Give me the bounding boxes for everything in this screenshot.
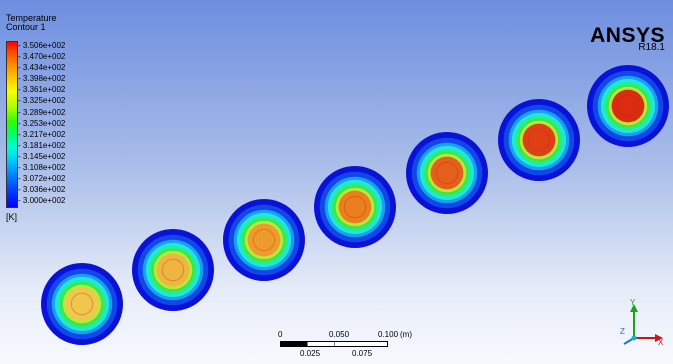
legend-label: 3.036e+002 — [18, 184, 66, 195]
scale-tick-label: 0 — [278, 330, 283, 339]
legend-label: 3.434e+002 — [18, 62, 66, 73]
axis-triad[interactable]: Y X Z — [612, 298, 667, 348]
scale-tick-label: 0.025 — [300, 349, 321, 358]
scale-bar-graphic — [280, 341, 388, 347]
legend-label: 3.108e+002 — [18, 162, 66, 173]
contour-core-inner — [343, 195, 367, 219]
legend-label: 3.506e+002 — [18, 40, 66, 51]
contour-core-inner — [435, 161, 459, 185]
legend-unit: [K] — [6, 212, 18, 222]
contour-disc — [223, 199, 305, 281]
contour-disc — [498, 99, 580, 181]
contour-core-inner — [527, 128, 551, 152]
legend-title: Temperature Contour 1 — [6, 14, 57, 32]
contour-disc — [314, 166, 396, 248]
legend-label: 3.398e+002 — [18, 73, 66, 84]
contour-disc — [406, 132, 488, 214]
contour-core-inner — [616, 94, 640, 118]
legend-labels: 3.506e+002 3.470e+002 3.434e+002 3.398e+… — [18, 40, 66, 206]
ansys-logo: ANSYS — [590, 24, 665, 47]
scale-bar: 0 0.050 0.100 (m) 0.025 0.075 — [274, 330, 412, 360]
legend-label: 3.072e+002 — [18, 173, 66, 184]
legend-contour-name: Contour 1 — [6, 22, 46, 32]
contour-core-inner — [252, 228, 276, 252]
legend-label: 3.289e+002 — [18, 107, 66, 118]
contour-core-inner — [70, 292, 94, 316]
axis-z-label: Z — [620, 327, 625, 336]
version-label: R18.1 — [638, 42, 665, 53]
scale-tick-label: 0.050 — [329, 330, 350, 339]
scale-tick-label: 0.075 — [352, 349, 373, 358]
legend-label: 3.470e+002 — [18, 51, 66, 62]
contour-core-inner — [161, 258, 185, 282]
legend-variable-name: Temperature — [6, 13, 57, 23]
scale-tick-label: 0.100 — [378, 330, 399, 339]
contour-disc — [132, 229, 214, 311]
contour-disc — [587, 65, 669, 147]
legend-label: 3.253e+002 — [18, 118, 66, 129]
legend-label: 3.361e+002 — [18, 84, 66, 95]
contour-disc — [41, 263, 123, 345]
legend-label: 3.181e+002 — [18, 140, 66, 151]
legend-label: 3.145e+002 — [18, 151, 66, 162]
axis-y-label: Y — [630, 298, 636, 307]
legend-label: 3.217e+002 — [18, 129, 66, 140]
legend-label: 3.000e+002 — [18, 195, 66, 206]
scale-unit: (m) — [400, 330, 412, 339]
axis-x-label: X — [658, 338, 664, 347]
legend-label: 3.325e+002 — [18, 95, 66, 106]
